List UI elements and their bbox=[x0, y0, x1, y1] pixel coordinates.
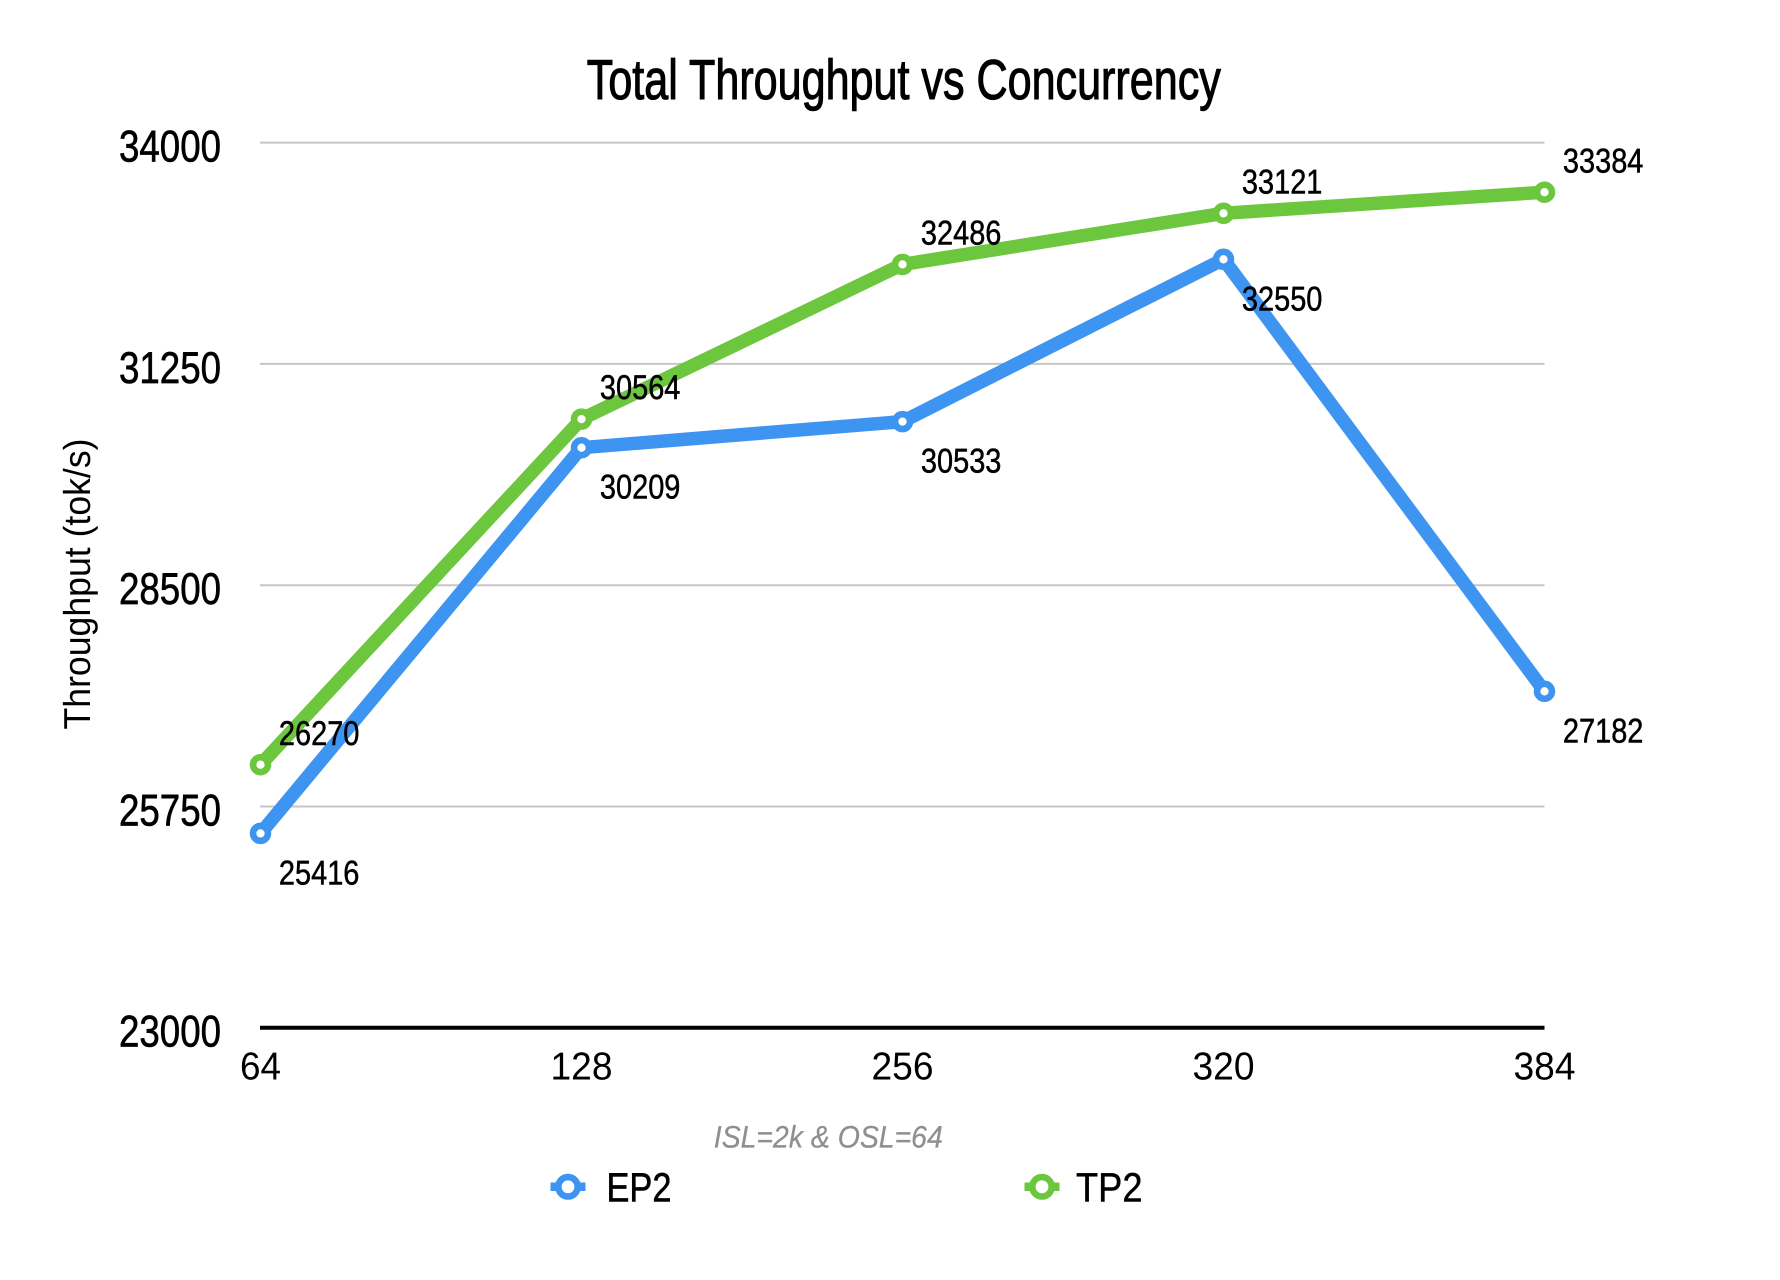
svg-text:28500: 28500 bbox=[119, 565, 221, 614]
svg-text:64: 64 bbox=[240, 1045, 281, 1088]
svg-text:ISL=2k & OSL=64: ISL=2k & OSL=64 bbox=[714, 1119, 943, 1154]
svg-text:23000: 23000 bbox=[119, 1008, 221, 1057]
svg-text:34000: 34000 bbox=[119, 123, 221, 172]
svg-text:Throughput (tok/s): Throughput (tok/s) bbox=[56, 439, 98, 730]
svg-text:128: 128 bbox=[551, 1045, 613, 1088]
svg-text:30564: 30564 bbox=[600, 369, 681, 407]
svg-text:27182: 27182 bbox=[1563, 712, 1644, 750]
svg-text:25416: 25416 bbox=[279, 854, 360, 892]
svg-text:384: 384 bbox=[1514, 1045, 1576, 1088]
svg-text:26270: 26270 bbox=[279, 715, 360, 753]
svg-text:30209: 30209 bbox=[600, 469, 681, 507]
svg-text:EP2: EP2 bbox=[607, 1165, 672, 1211]
svg-text:Total Throughput vs Concurrenc: Total Throughput vs Concurrency bbox=[587, 48, 1222, 111]
svg-text:31250: 31250 bbox=[119, 344, 221, 393]
svg-text:320: 320 bbox=[1193, 1045, 1255, 1088]
svg-text:256: 256 bbox=[872, 1045, 934, 1088]
svg-text:32550: 32550 bbox=[1242, 280, 1323, 318]
svg-text:33121: 33121 bbox=[1242, 163, 1323, 201]
svg-text:25750: 25750 bbox=[119, 787, 221, 836]
svg-text:32486: 32486 bbox=[921, 215, 1002, 253]
svg-text:30533: 30533 bbox=[921, 443, 1002, 481]
svg-text:TP2: TP2 bbox=[1076, 1165, 1143, 1211]
svg-text:33384: 33384 bbox=[1563, 142, 1644, 180]
